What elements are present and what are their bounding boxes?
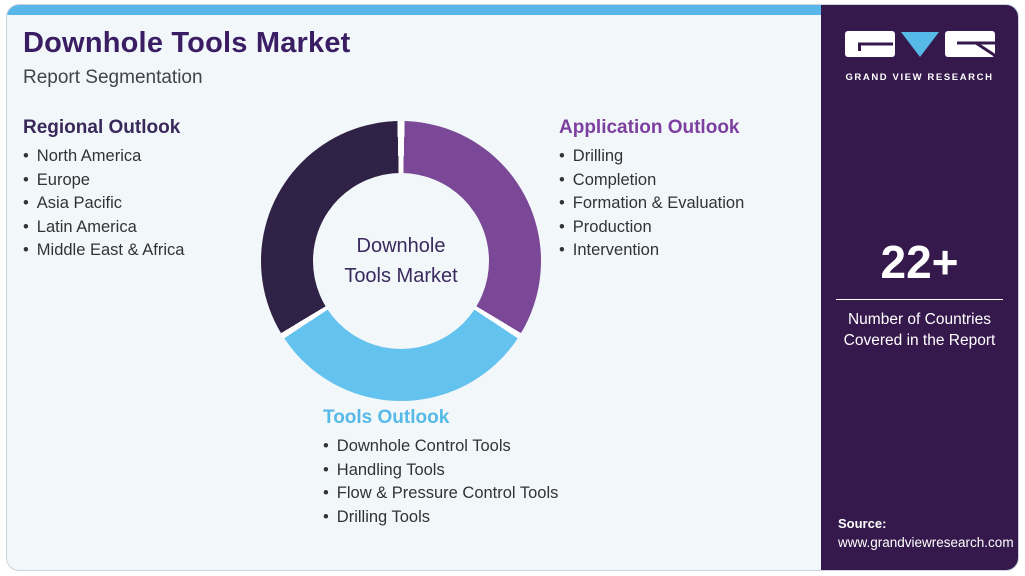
list-item: Europe — [23, 169, 184, 193]
list-item: Latin America — [23, 216, 184, 240]
logo-v-triangle — [900, 32, 939, 57]
page-subtitle: Report Segmentation — [23, 67, 203, 88]
list-item: Drilling — [559, 145, 744, 169]
list-item: Completion — [559, 169, 744, 193]
page-title: Downhole Tools Market — [23, 27, 351, 59]
regional-outlook-list: North America Europe Asia Pacific Latin … — [23, 145, 185, 263]
stat-label-line1: Number of Countries — [847, 311, 991, 328]
donut-center-label-line1: Downhole — [356, 235, 446, 257]
gvr-logo-mark — [844, 31, 996, 57]
countries-stat: 22+ Number of Countries Covered in the R… — [821, 235, 1018, 351]
list-item: Middle East & Africa — [23, 239, 185, 263]
regional-outlook-section: Regional Outlook North America Europe As… — [23, 117, 184, 263]
grand-view-research-logo: GRAND VIEW RESEARCH — [844, 31, 996, 83]
list-item: Downhole Control Tools — [323, 435, 558, 459]
tools-outlook-heading: Tools Outlook — [323, 407, 450, 428]
source-label: Source: — [838, 516, 887, 531]
list-item: Intervention — [559, 239, 744, 263]
source-url[interactable]: www.grandviewresearch.com — [838, 535, 1014, 550]
list-item: Formation & Evaluation — [559, 192, 745, 216]
list-item: Handling Tools — [323, 459, 558, 483]
logo-wordmark: GRAND VIEW RESEARCH — [845, 72, 994, 83]
list-item: Flow & Pressure Control Tools — [323, 482, 559, 506]
donut-hole: Downhole Tools Market — [313, 173, 489, 349]
accent-top-strip — [7, 5, 1018, 15]
donut-chart: Downhole Tools Market — [261, 121, 541, 401]
source-block: Source: www.grandviewresearch.com — [838, 516, 1014, 550]
card: Downhole Tools Market Report Segmentatio… — [6, 4, 1019, 571]
application-outlook-heading: Application Outlook — [559, 117, 740, 138]
regional-outlook-heading: Regional Outlook — [23, 117, 181, 138]
stat-value: 22+ — [880, 236, 959, 288]
list-item: Drilling Tools — [323, 506, 558, 530]
application-outlook-section: Application Outlook Drilling Completion … — [559, 117, 744, 263]
list-item: Asia Pacific — [23, 192, 184, 216]
tools-outlook-section: Tools Outlook Downhole Control Tools Han… — [323, 407, 558, 529]
list-item: North America — [23, 145, 184, 169]
tools-outlook-list: Downhole Control Tools Handling Tools Fl… — [323, 435, 559, 530]
list-item: Production — [559, 216, 744, 240]
sidebar: GRAND VIEW RESEARCH 22+ Number of Countr… — [821, 5, 1018, 570]
application-outlook-list: Drilling Completion Formation & Evaluati… — [559, 145, 745, 263]
donut-center-label-line2: Tools Market — [344, 265, 458, 287]
stat-label-line2: Covered in the Report — [843, 332, 996, 349]
stat-divider — [836, 299, 1003, 300]
header: Downhole Tools Market Report Segmentatio… — [23, 27, 351, 89]
